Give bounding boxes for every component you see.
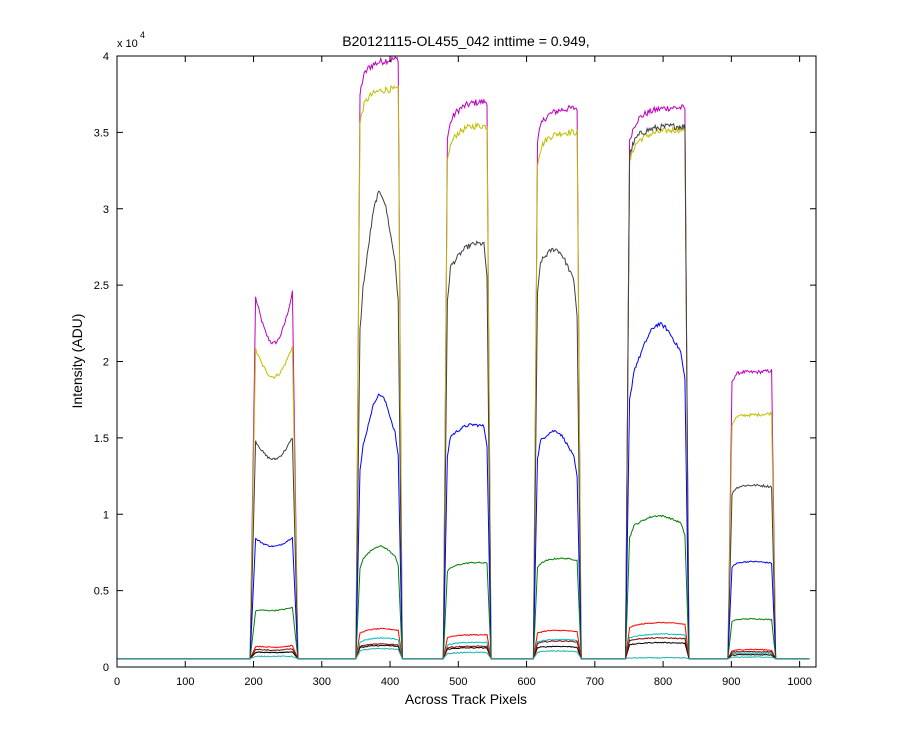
y-exponent-multiplier: x 10: [117, 38, 138, 50]
y-tick-label: 0: [103, 662, 109, 674]
y-exponent-power: 4: [140, 30, 145, 40]
axes-background: [117, 56, 816, 667]
y-tick-label: 3: [103, 204, 109, 216]
x-tick-label: 200: [244, 676, 262, 688]
y-tick-label: 0.5: [94, 586, 109, 598]
x-tick-label: 100: [176, 676, 194, 688]
series-line-5: [117, 514, 810, 660]
x-axis-label: Across Track Pixels: [405, 691, 527, 707]
y-tick-label: 3.5: [94, 127, 109, 139]
x-tick-label: 500: [449, 676, 467, 688]
series-layer: [117, 56, 810, 660]
series-line-10: [117, 647, 810, 660]
x-tick-label: 1000: [787, 676, 811, 688]
y-tick-label: 1.5: [94, 433, 109, 445]
x-tick-label: 0: [114, 676, 120, 688]
x-tick-label: 700: [586, 676, 604, 688]
series-line-8: [117, 641, 810, 660]
x-axis-ticks: 0 100 200 300 400 500 600 700 800 900 1000: [114, 56, 812, 688]
y-tick-label: 1: [103, 509, 109, 521]
x-tick-label: 300: [313, 676, 331, 688]
x-tick-label: 900: [722, 676, 740, 688]
x-tick-label: 800: [654, 676, 672, 688]
y-axis-label: Intensity (ADU): [69, 314, 85, 409]
y-tick-label: 4: [103, 51, 109, 63]
series-line-6: [117, 621, 810, 660]
y-tick-label: 2.5: [94, 280, 109, 292]
series-line-9: [117, 637, 810, 660]
x-tick-label: 400: [381, 676, 399, 688]
y-axis-ticks: 0 0.5 1 1.5 2 2.5 3 3.5 4: [94, 51, 816, 674]
chart-title: B20121115-OL455_042 inttime = 0.949,: [342, 33, 589, 49]
y-tick-label: 2: [103, 357, 109, 369]
series-line-3: [117, 122, 810, 660]
series-line-4: [117, 321, 810, 660]
x-tick-label: 600: [517, 676, 535, 688]
series-line-7: [117, 633, 810, 660]
